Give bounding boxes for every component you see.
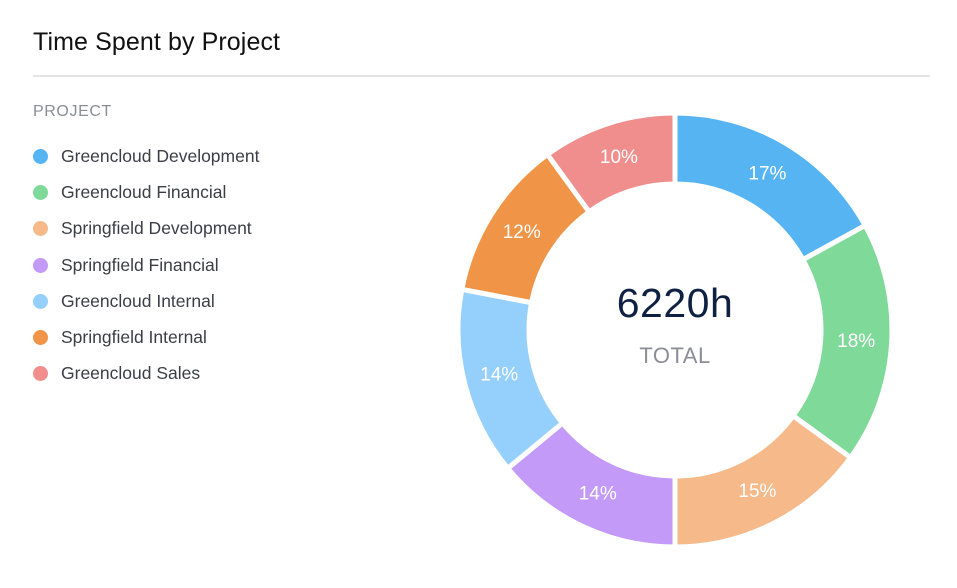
- legend-label: Springfield Financial: [61, 254, 219, 275]
- legend-item[interactable]: Springfield Development: [33, 211, 259, 247]
- legend-item[interactable]: Greencloud Sales: [33, 356, 259, 392]
- legend-label: Springfield Development: [61, 218, 252, 239]
- slice-label: 17%: [748, 163, 786, 184]
- slice-label: 14%: [480, 365, 518, 386]
- total-value: 6220h: [616, 280, 734, 326]
- total-caption: TOTAL: [639, 343, 711, 368]
- legend-label: Greencloud Sales: [61, 363, 201, 384]
- legend-item[interactable]: Springfield Internal: [33, 319, 259, 355]
- donut-slice[interactable]: [543, 110, 678, 216]
- slice-label: 18%: [837, 331, 875, 352]
- legend-dot-icon: [33, 257, 48, 273]
- slice-label: 12%: [503, 222, 541, 243]
- legend-item[interactable]: Springfield Financial: [33, 247, 259, 283]
- legend-dot-icon: [33, 366, 48, 382]
- slice-label: 15%: [738, 481, 776, 502]
- legend-item[interactable]: Greencloud Development: [33, 138, 259, 174]
- legend-dot-icon: [33, 184, 48, 200]
- title-divider: [33, 75, 930, 77]
- legend-dot-icon: [33, 221, 48, 237]
- slice-label: 10%: [600, 147, 638, 168]
- slice-label: 14%: [579, 484, 617, 505]
- legend-label: Greencloud Development: [61, 145, 260, 166]
- legend-item[interactable]: Greencloud Financial: [33, 174, 259, 210]
- legend-item[interactable]: Greencloud Internal: [33, 283, 259, 319]
- legend-dot-icon: [33, 330, 48, 346]
- chart-title: Time Spent by Project: [33, 28, 281, 56]
- legend: Greencloud Development Greencloud Financi…: [33, 138, 259, 392]
- legend-dot-icon: [33, 148, 48, 164]
- legend-label: Greencloud Internal: [61, 290, 215, 311]
- legend-label: Greencloud Financial: [61, 181, 227, 202]
- legend-dot-icon: [33, 293, 48, 309]
- donut-slice[interactable]: [672, 110, 869, 264]
- legend-heading: PROJECT: [33, 103, 112, 120]
- legend-label: Springfield Internal: [61, 327, 207, 348]
